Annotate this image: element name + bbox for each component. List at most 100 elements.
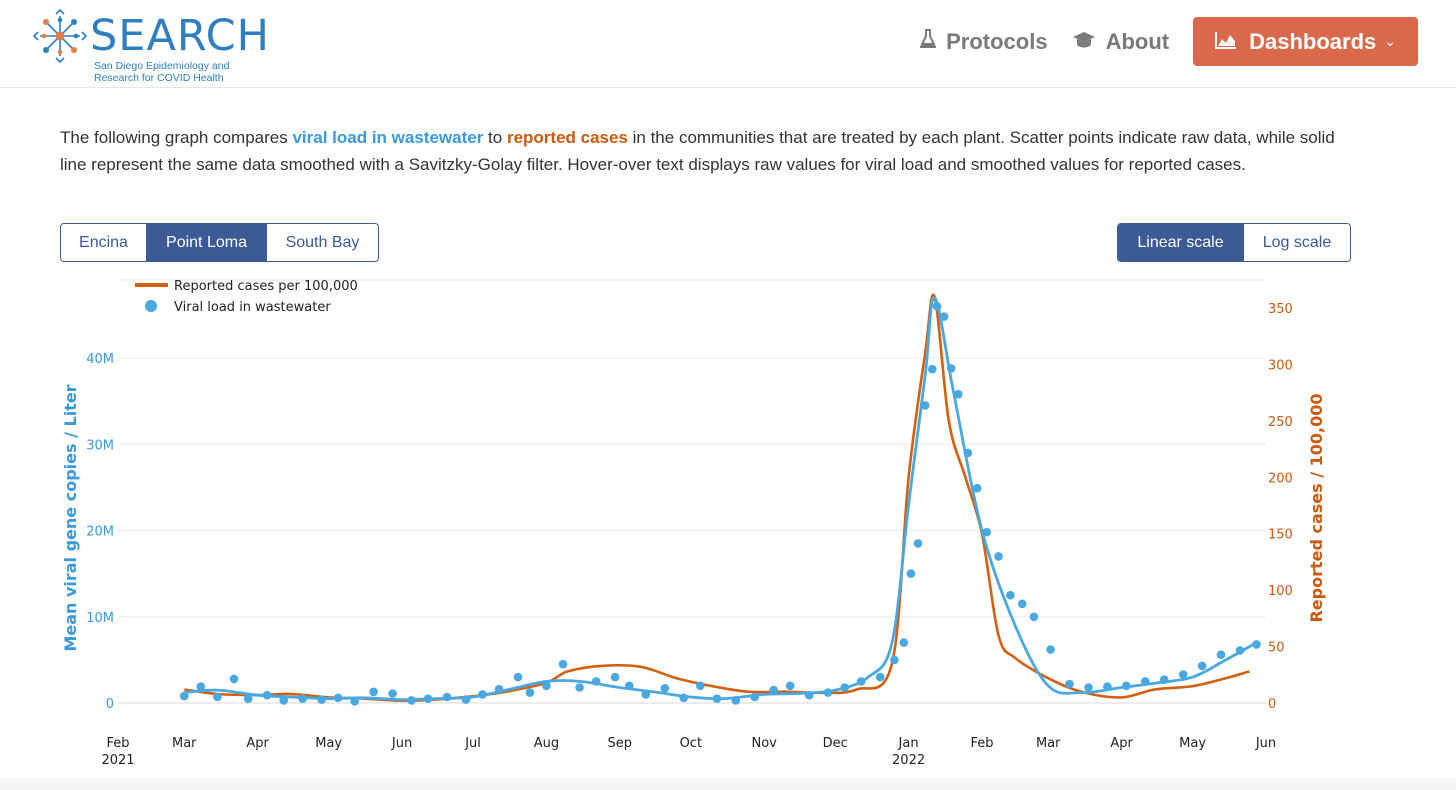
viral-raw-point[interactable]: [679, 693, 688, 703]
viral-raw-point[interactable]: [279, 696, 289, 705]
viral-raw-point[interactable]: [1006, 590, 1015, 600]
viral-raw-point[interactable]: [196, 682, 206, 691]
viral-raw-point[interactable]: [769, 685, 778, 695]
x-tick-label: Mar: [1036, 736, 1061, 751]
viral-raw-point[interactable]: [906, 569, 916, 578]
viral-raw-point[interactable]: [591, 677, 601, 686]
viral-raw-point[interactable]: [920, 401, 930, 410]
viral-raw-point[interactable]: [660, 684, 670, 693]
viral-raw-point[interactable]: [1046, 645, 1055, 654]
viral-raw-point[interactable]: [423, 694, 433, 703]
viral-raw-point[interactable]: [963, 448, 973, 458]
viral-raw-point[interactable]: [712, 694, 722, 703]
viral-raw-point[interactable]: [610, 672, 620, 682]
viral-raw-point[interactable]: [823, 688, 833, 697]
viral-raw-point[interactable]: [972, 483, 982, 493]
nav-about[interactable]: About: [1072, 29, 1169, 55]
viral-raw-point[interactable]: [982, 527, 991, 537]
x-tick-label: May: [1179, 736, 1206, 751]
viral-raw-point[interactable]: [696, 681, 705, 691]
viral-raw-point[interactable]: [1084, 683, 1093, 692]
left-tick-label: 40M: [86, 352, 114, 367]
viral-raw-point[interactable]: [1029, 612, 1039, 622]
viral-raw-point[interactable]: [1252, 640, 1261, 649]
legend-cases-label[interactable]: Reported cases per 100,000: [174, 279, 358, 294]
viral-raw-point[interactable]: [946, 364, 956, 373]
viral-raw-point[interactable]: [558, 659, 568, 669]
viral-raw-point[interactable]: [939, 312, 949, 321]
search-logo[interactable]: SEARCH San Diego Epidemiology and Resear…: [32, 8, 282, 84]
x-tick-label: Feb: [970, 736, 993, 751]
x-tick-label: Apr: [246, 736, 269, 751]
intro-cases-highlight: reported cases: [506, 128, 628, 147]
plant-button-south-bay[interactable]: South Bay: [267, 224, 378, 261]
area-chart-icon: [1215, 29, 1237, 55]
right-tick-label: 50: [1268, 641, 1285, 656]
viral-raw-point[interactable]: [840, 683, 849, 692]
plant-button-point-loma[interactable]: Point Loma: [147, 224, 267, 261]
dashboards-dropdown-button[interactable]: Dashboards ⌄: [1193, 17, 1418, 66]
viral-raw-point[interactable]: [575, 683, 584, 692]
viral-raw-point[interactable]: [442, 692, 452, 702]
viral-raw-point[interactable]: [625, 681, 634, 691]
plant-button-encina[interactable]: Encina: [61, 224, 147, 261]
viral-raw-point[interactable]: [1197, 661, 1207, 671]
viral-raw-point[interactable]: [1159, 675, 1169, 684]
x-tick-label: Jun: [391, 736, 412, 751]
viral-raw-point[interactable]: [856, 677, 866, 686]
viral-raw-point[interactable]: [804, 690, 814, 700]
viral-raw-point[interactable]: [213, 692, 222, 702]
viral-raw-point[interactable]: [1235, 646, 1245, 655]
viral-raw-point[interactable]: [542, 681, 551, 691]
viral-raw-point[interactable]: [1122, 681, 1131, 691]
viral-raw-point[interactable]: [1216, 650, 1226, 659]
viral-raw-point[interactable]: [513, 672, 523, 682]
viral-raw-point[interactable]: [494, 684, 504, 694]
chart-legend[interactable]: Reported cases per 100,000 Viral load in…: [135, 279, 358, 315]
viral-raw-point[interactable]: [180, 691, 189, 701]
logo-subtitle: San Diego Epidemiology and Research for …: [94, 60, 294, 84]
legend-viral-swatch: [145, 300, 157, 312]
viral-raw-point[interactable]: [229, 674, 239, 684]
viral-raw-point[interactable]: [262, 690, 272, 700]
logo-subtitle-line1: San Diego Epidemiology and: [94, 60, 230, 72]
nav-protocols[interactable]: Protocols: [919, 28, 1048, 55]
viral-raw-point[interactable]: [750, 692, 759, 702]
viral-raw-point[interactable]: [1103, 682, 1112, 691]
viral-raw-point[interactable]: [333, 693, 343, 703]
viral-raw-point[interactable]: [388, 689, 397, 698]
viral-smoothed-line[interactable]: [184, 296, 1258, 702]
viral-raw-point[interactable]: [1141, 677, 1150, 686]
left-tick-label: 30M: [86, 438, 114, 453]
viral-raw-point[interactable]: [317, 695, 326, 704]
viral-raw-point[interactable]: [954, 389, 963, 399]
viral-raw-point[interactable]: [641, 690, 651, 699]
viral-raw-point[interactable]: [461, 695, 471, 704]
viral-raw-point[interactable]: [525, 688, 535, 697]
viral-raw-point[interactable]: [1178, 670, 1188, 679]
viral-raw-point[interactable]: [369, 687, 378, 697]
linear-scale-button[interactable]: Linear scale: [1118, 224, 1244, 261]
viral-raw-point[interactable]: [1065, 679, 1074, 689]
cases-smoothed-line[interactable]: [184, 293, 1250, 703]
viral-raw-point[interactable]: [298, 694, 307, 703]
viral-raw-point[interactable]: [785, 681, 795, 691]
legend-viral-label[interactable]: Viral load in wastewater: [174, 300, 331, 315]
viral-raw-point[interactable]: [890, 655, 899, 665]
viral-load-vs-cases-chart: 0 10M 20M 30M 40M 0 50 100 150 200 250 300 350 Feb 2…: [61, 279, 1326, 768]
viral-raw-point[interactable]: [913, 539, 923, 548]
viral-raw-point[interactable]: [731, 696, 741, 705]
molecule-logo-icon: [32, 8, 88, 64]
log-scale-button[interactable]: Log scale: [1244, 224, 1350, 261]
viral-raw-point[interactable]: [899, 638, 909, 647]
viral-raw-point[interactable]: [875, 672, 885, 682]
viral-raw-point[interactable]: [407, 696, 416, 705]
logo-wordmark: SEARCH: [90, 11, 270, 61]
viral-raw-point[interactable]: [1017, 599, 1027, 609]
viral-raw-point[interactable]: [932, 302, 942, 311]
viral-raw-point[interactable]: [243, 694, 253, 703]
viral-raw-point[interactable]: [994, 552, 1003, 561]
viral-raw-point[interactable]: [350, 697, 360, 706]
viral-raw-point[interactable]: [478, 690, 487, 699]
viral-raw-point[interactable]: [928, 364, 937, 374]
